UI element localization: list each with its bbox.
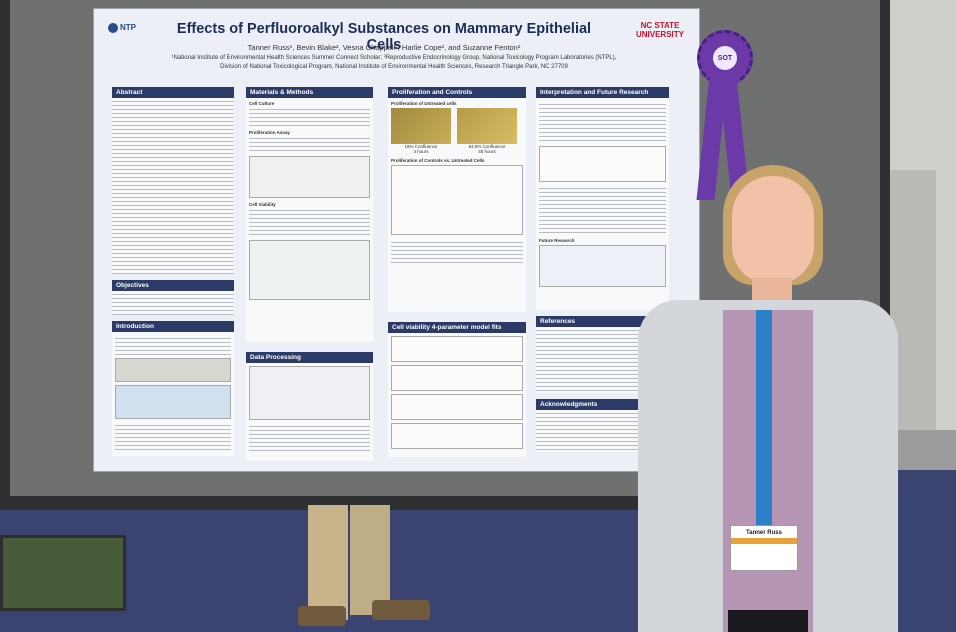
- proliferation-assay-subheader: Proliferation Assay: [249, 130, 290, 135]
- objectives-body: [112, 291, 234, 315]
- viability-diagram: [249, 240, 370, 300]
- background-person-shoe-left: [298, 606, 346, 626]
- confluence-4h: 15% Confluence: [404, 144, 438, 149]
- time-4h: 4 hours: [413, 149, 429, 154]
- poster-column-3: Proliferation and Controls Proliferation…: [388, 87, 526, 457]
- data-processing-flowchart: [249, 366, 370, 420]
- background-person-leg-left: [308, 505, 348, 620]
- ribbon-center: SOT: [713, 46, 737, 70]
- presenter-face: [732, 176, 814, 284]
- micrograph-4h: [391, 108, 451, 144]
- cell-viability-subheader: Cell Viability: [249, 202, 276, 207]
- data-processing-body: [246, 363, 373, 461]
- acknowledgments-header: Acknowledgments: [536, 399, 669, 410]
- chair-seat: [0, 535, 126, 611]
- data-processing-header: Data Processing: [246, 352, 373, 363]
- references-header: References: [536, 316, 669, 327]
- ntp-logo-icon: [108, 23, 118, 33]
- confluence-48h: 94.8% Confluence: [468, 144, 506, 149]
- badge-stripe: [731, 538, 797, 544]
- poster-authors: Tanner Russ¹, Bevin Blake², Vesna Chappe…: [247, 43, 521, 52]
- award-ribbon: SOT: [696, 30, 753, 200]
- background-person-shoe-right: [372, 600, 430, 620]
- proliferation-chart: [391, 165, 523, 235]
- poster-affiliation-2: Division of National Toxicological Progr…: [220, 64, 568, 70]
- cell-viability-body: [388, 333, 526, 457]
- proliferation-header: Proliferation and Controls: [388, 87, 526, 98]
- viability-fit-1: [391, 336, 523, 362]
- poster-title: Effects of Perfluoroalkyl Substances on …: [176, 21, 592, 53]
- intro-map-figure: [115, 385, 231, 419]
- presenter-lanyard: [756, 310, 772, 530]
- assay-diagram: [249, 156, 370, 198]
- introduction-body: [112, 332, 234, 456]
- micrograph-48h: [457, 108, 517, 144]
- presenter: Tanner Russ: [628, 160, 898, 632]
- introduction-header: Introduction: [112, 321, 234, 332]
- viability-fit-2: [391, 365, 523, 391]
- cell-culture-subheader: Cell Culture: [249, 101, 275, 106]
- future-research-subheader: Future Research: [539, 238, 575, 243]
- materials-methods-header: Materials & Methods: [246, 87, 373, 98]
- presenter-skirt: [728, 610, 808, 632]
- poster-column-2: Materials & Methods Cell Culture Prolife…: [246, 87, 373, 461]
- poster-header: NTP Effects of Perfluoroalkyl Substances…: [94, 9, 699, 81]
- materials-methods-body: Cell Culture Proliferation Assay Cell Vi…: [246, 98, 373, 342]
- proliferation-controls-subheader: Proliferation of Controls vs. Untreated …: [391, 158, 485, 163]
- ntp-logo-text: NTP: [120, 23, 136, 33]
- badge-name: Tanner Russ: [746, 530, 782, 536]
- interpretation-body: Future Research: [536, 98, 669, 310]
- chair: [0, 505, 150, 632]
- interpretation-chart: [539, 146, 666, 182]
- ntp-logo: NTP: [108, 23, 136, 33]
- proliferation-untreated-subheader: Proliferation of Untreated cells: [391, 101, 457, 106]
- name-badge: Tanner Russ: [730, 525, 798, 571]
- cell-viability-header: Cell viability 4-parameter model fits: [388, 322, 526, 333]
- interpretation-header: Interpretation and Future Research: [536, 87, 669, 98]
- ncstate-logo: NC STATE UNIVERSITY: [635, 21, 684, 39]
- time-48h: 48 hours: [478, 149, 496, 154]
- abstract-header: Abstract: [112, 87, 234, 98]
- background-person-leg-right: [350, 505, 390, 615]
- research-poster: NTP Effects of Perfluoroalkyl Substances…: [93, 8, 700, 472]
- objectives-header: Objectives: [112, 280, 234, 291]
- viability-fit-3: [391, 394, 523, 420]
- proliferation-body: Proliferation of Untreated cells 15% Con…: [388, 98, 526, 312]
- viability-fit-4: [391, 423, 523, 449]
- abstract-body: [112, 98, 234, 274]
- poster-affiliation-1: ¹National Institute of Environmental Hea…: [171, 55, 617, 61]
- future-research-diagram: [539, 245, 666, 287]
- intro-structures-figure: [115, 358, 231, 382]
- poster-column-1: Abstract Objectives Introduction: [112, 87, 234, 456]
